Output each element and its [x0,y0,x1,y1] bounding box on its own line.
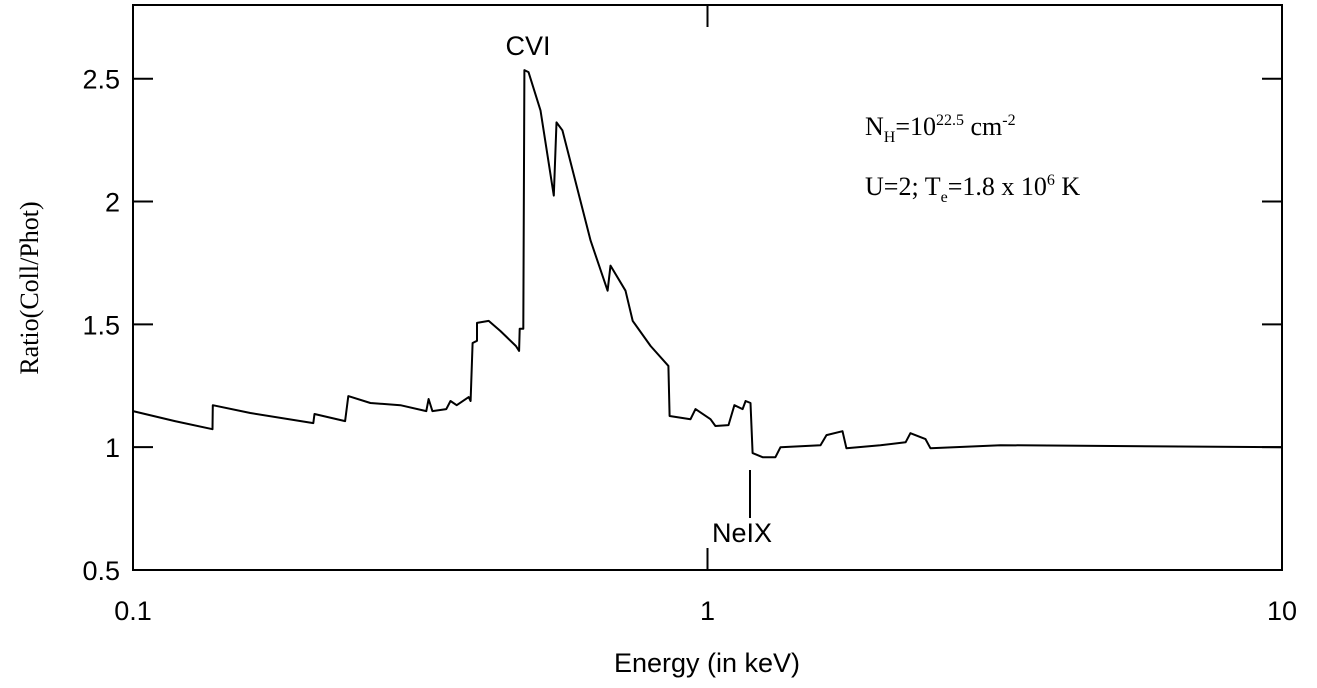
x-axis-label: Energy (in keV) [614,648,800,678]
y-axis-label: Ratio(Coll/Phot) [15,201,44,374]
annotation: CVI [505,31,550,61]
annotation: NeIX [712,518,772,548]
annotation-segment: 22.5 [936,112,964,129]
annotation-segment: H [884,129,896,146]
y-tick-label: 0.5 [82,556,120,586]
annotation-segment: =1.8 x 10 [948,172,1047,201]
annotation-segment: U=2; T [865,172,941,201]
y-tick-label: 1.5 [82,310,120,340]
x-tick-label: 1 [700,596,715,626]
annotation-text: U=2; Te=1.8 x 106 K [865,172,1080,206]
annotation-segment: cm [964,112,1002,141]
y-tick-label: 2.5 [82,65,120,95]
x-tick-label: 0.1 [114,596,152,626]
annotation-segment: K [1055,172,1081,201]
annotation-segment: N [865,112,884,141]
annotation-segment: e [941,189,948,206]
data-line [132,69,1283,459]
y-tick-label: 1 [105,433,120,463]
y-tick-label: 2 [105,188,120,218]
annotation-text: NH=1022.5 cm-2 [865,112,1016,146]
plot-frame [132,4,1283,571]
annotation-segment: 6 [1047,172,1055,189]
x-tick-label: 10 [1267,596,1297,626]
annotation-segment: -2 [1002,112,1015,129]
annotation-segment: =10 [895,112,936,141]
